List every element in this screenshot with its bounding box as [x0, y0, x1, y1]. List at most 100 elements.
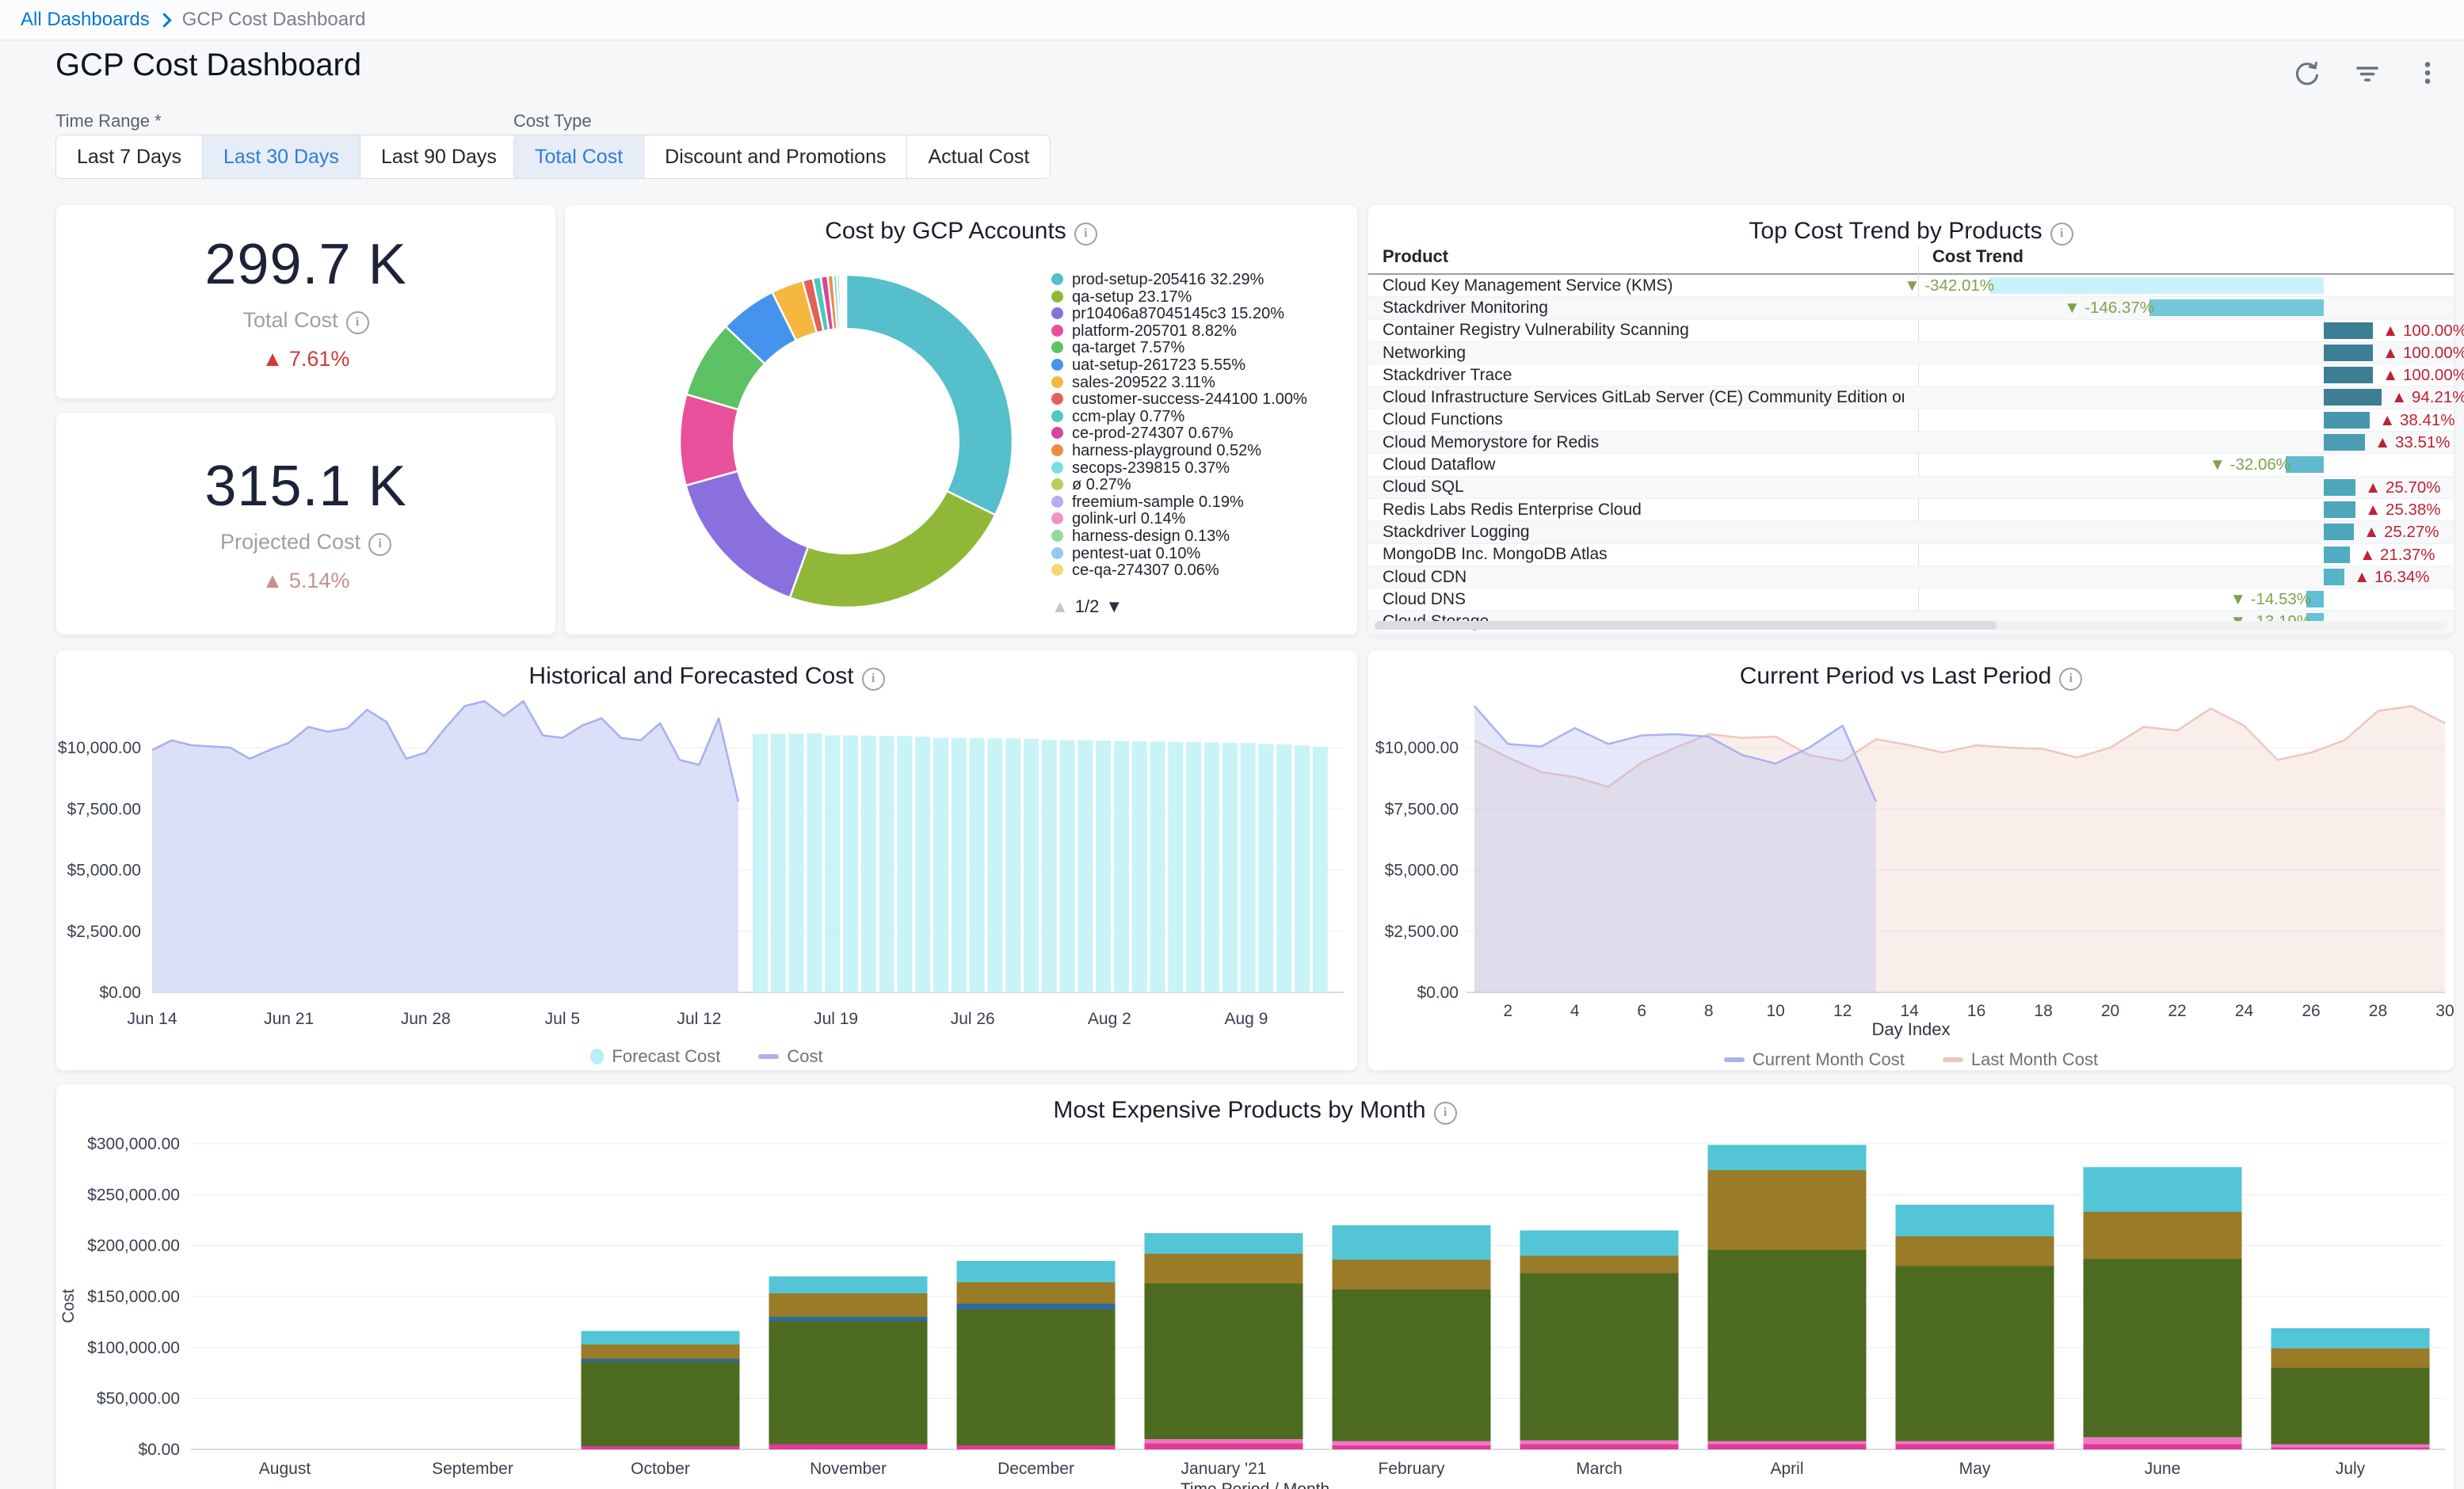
trend-bar[interactable] — [2324, 546, 2350, 563]
trend-table-row[interactable]: Container Registry Vulnerability Scannin… — [1368, 320, 2454, 342]
cost-type-option-actual-cost[interactable]: Actual Cost — [906, 135, 1050, 178]
trend-bar[interactable] — [2324, 434, 2365, 451]
donut-slice-qa-setup[interactable] — [790, 491, 995, 607]
time-period-axis-label: Time Period / Month — [56, 1480, 2454, 1489]
legend-page-down-icon[interactable] — [1105, 596, 1123, 617]
trend-table-row[interactable]: Stackdriver Trace100.00% — [1368, 364, 2454, 387]
trend-bar[interactable] — [2324, 501, 2355, 518]
time-range-option-last-7-days[interactable]: Last 7 Days — [56, 135, 202, 178]
legend-item-qa-target[interactable]: qa-target 7.57% — [1051, 340, 1346, 356]
svg-text:$7,500.00: $7,500.00 — [67, 800, 141, 818]
legend-dot — [1051, 273, 1063, 285]
legend-entry-current-month-cost[interactable]: Current Month Cost — [1724, 1049, 1905, 1070]
trend-table-row[interactable]: Cloud Dataflow-32.06% — [1368, 454, 2454, 476]
legend-item-sales-209522[interactable]: sales-209522 3.11% — [1051, 375, 1346, 391]
trend-bar[interactable] — [2324, 322, 2373, 339]
legend-item-freemium-sample[interactable]: freemium-sample 0.19% — [1051, 494, 1346, 511]
trend-table-row[interactable]: Cloud Infrastructure Services GitLab Ser… — [1368, 387, 2454, 409]
info-icon[interactable] — [346, 311, 369, 334]
legend-item-ccm-play[interactable]: ccm-play 0.77% — [1051, 409, 1346, 425]
trend-bar[interactable] — [2324, 524, 2354, 540]
trend-table-row[interactable]: Cloud CDN16.34% — [1368, 566, 2454, 588]
column-header-product[interactable]: Product — [1383, 246, 1448, 273]
trend-table-row[interactable]: Cloud Key Management Service (KMS)-342.0… — [1368, 275, 2454, 297]
trend-bar[interactable] — [2324, 345, 2373, 361]
trend-bar[interactable] — [2324, 479, 2355, 496]
legend-item-uat-setup-261723[interactable]: uat-setup-261723 5.55% — [1051, 357, 1346, 374]
legend-item-customer-success-244100[interactable]: customer-success-244100 1.00% — [1051, 391, 1346, 408]
svg-text:November: November — [810, 1460, 887, 1478]
legend-item-prod-setup-205416[interactable]: prod-setup-205416 32.29% — [1051, 272, 1346, 288]
trend-table-row[interactable]: Cloud SQL25.70% — [1368, 477, 2454, 499]
historical-chart-legend: Forecast Cost Cost — [56, 1046, 1357, 1067]
donut-slice-ce-qa-274307[interactable] — [845, 275, 846, 329]
scrollbar-thumb[interactable] — [1375, 621, 1997, 630]
trend-table-row[interactable]: MongoDB Inc. MongoDB Atlas21.37% — [1368, 544, 2454, 566]
legend-item-secops-239815[interactable]: secops-239815 0.37% — [1051, 460, 1346, 477]
circle-marker-icon — [590, 1049, 604, 1064]
svg-text:Jul 5: Jul 5 — [545, 1010, 580, 1028]
donut-slice-platform-205701[interactable] — [680, 394, 738, 486]
legend-dot — [1051, 291, 1063, 303]
trend-table-row[interactable]: Stackdriver Monitoring-146.37% — [1368, 297, 2454, 319]
cost-trend-cell: 25.27% — [1904, 521, 2454, 543]
trend-bar[interactable] — [2286, 456, 2324, 473]
trend-bar[interactable] — [2324, 389, 2382, 406]
legend-item-harness-design[interactable]: harness-design 0.13% — [1051, 528, 1346, 545]
svg-text:Jun 14: Jun 14 — [127, 1010, 177, 1028]
svg-text:Jul 19: Jul 19 — [814, 1010, 858, 1028]
legend-item-golink-url[interactable]: golink-url 0.14% — [1051, 511, 1346, 527]
time-range-option-last-90-days[interactable]: Last 90 Days — [360, 135, 517, 178]
legend-entry-cost[interactable]: Cost — [758, 1046, 822, 1067]
legend-text: golink-url 0.14% — [1072, 511, 1185, 527]
info-icon[interactable] — [368, 533, 391, 556]
legend-item-ce-qa-274307[interactable]: ce-qa-274307 0.06% — [1051, 562, 1346, 579]
legend-entry-forecast-cost[interactable]: Forecast Cost — [590, 1046, 720, 1067]
cost-type-option-total-cost[interactable]: Total Cost — [514, 135, 643, 178]
trend-table-row[interactable]: Cloud DNS-14.53% — [1368, 588, 2454, 611]
time-range-option-last-30-days[interactable]: Last 30 Days — [202, 135, 360, 178]
svg-text:Cost: Cost — [59, 1289, 78, 1323]
legend-page-up-icon[interactable] — [1051, 596, 1069, 617]
legend-item-harness-playground[interactable]: harness-playground 0.52% — [1051, 443, 1346, 459]
legend-item-pentest-uat[interactable]: pentest-uat 0.10% — [1051, 546, 1346, 562]
trend-table-row[interactable]: Cloud Functions38.41% — [1368, 409, 2454, 432]
trend-value: 94.21% — [2391, 387, 2464, 408]
donut-slice-pr10406a87045145c3[interactable] — [686, 471, 808, 598]
filter-icon[interactable] — [2351, 57, 2383, 89]
legend-item-ce-prod-274307[interactable]: ce-prod-274307 0.67% — [1051, 425, 1346, 442]
legend-item-platform-205701[interactable]: platform-205701 8.82% — [1051, 323, 1346, 340]
trend-bar[interactable] — [2324, 367, 2373, 383]
trend-bar[interactable] — [2324, 412, 2370, 428]
column-header-cost-trend[interactable]: Cost Trend — [1932, 246, 2023, 273]
top-cost-trend-card: Top Cost Trend by Products Product Cost … — [1367, 204, 2454, 635]
trend-table-row[interactable]: Redis Labs Redis Enterprise Cloud25.38% — [1368, 499, 2454, 521]
cost-trend-cell: -342.01% — [1904, 275, 2454, 296]
kebab-menu-icon[interactable] — [2412, 57, 2443, 89]
trend-table-row[interactable]: Networking100.00% — [1368, 342, 2454, 364]
svg-text:Jun 21: Jun 21 — [264, 1010, 314, 1028]
svg-text:$10,000.00: $10,000.00 — [58, 739, 141, 757]
legend-entry-last-month-cost[interactable]: Last Month Cost — [1943, 1049, 2098, 1070]
trend-table-row[interactable]: Cloud Memorystore for Redis33.51% — [1368, 432, 2454, 454]
trend-bar[interactable] — [1989, 277, 2324, 294]
trend-bar[interactable] — [2149, 299, 2324, 316]
legend-text: qa-target 7.57% — [1072, 340, 1184, 356]
cost-type-option-discount-and-promotions[interactable]: Discount and Promotions — [643, 135, 906, 178]
info-icon[interactable] — [2050, 223, 2073, 246]
legend-item-qa-setup[interactable]: qa-setup 23.17% — [1051, 289, 1346, 306]
trend-table-row[interactable]: Stackdriver Logging25.27% — [1368, 521, 2454, 543]
legend-item-pr10406a87045145c3[interactable]: pr10406a87045145c3 15.20% — [1051, 306, 1346, 322]
svg-text:Jul 26: Jul 26 — [951, 1010, 995, 1028]
cost-trend-cell: 100.00% — [1904, 342, 2454, 364]
trend-bar[interactable] — [2324, 569, 2344, 585]
cost-trend-cell: 25.70% — [1904, 477, 2454, 498]
legend-item-ø[interactable]: ø 0.27% — [1051, 477, 1346, 493]
legend-dot — [1051, 410, 1063, 422]
cost-trend-cell: -146.37% — [1904, 297, 2454, 318]
svg-text:May: May — [1959, 1460, 1991, 1478]
refresh-icon[interactable] — [2291, 57, 2323, 89]
legend-text: customer-success-244100 1.00% — [1072, 391, 1307, 408]
breadcrumb-all-dashboards-link[interactable]: All Dashboards — [21, 9, 150, 31]
donut-slice-prod-setup-205416[interactable] — [846, 275, 1013, 515]
